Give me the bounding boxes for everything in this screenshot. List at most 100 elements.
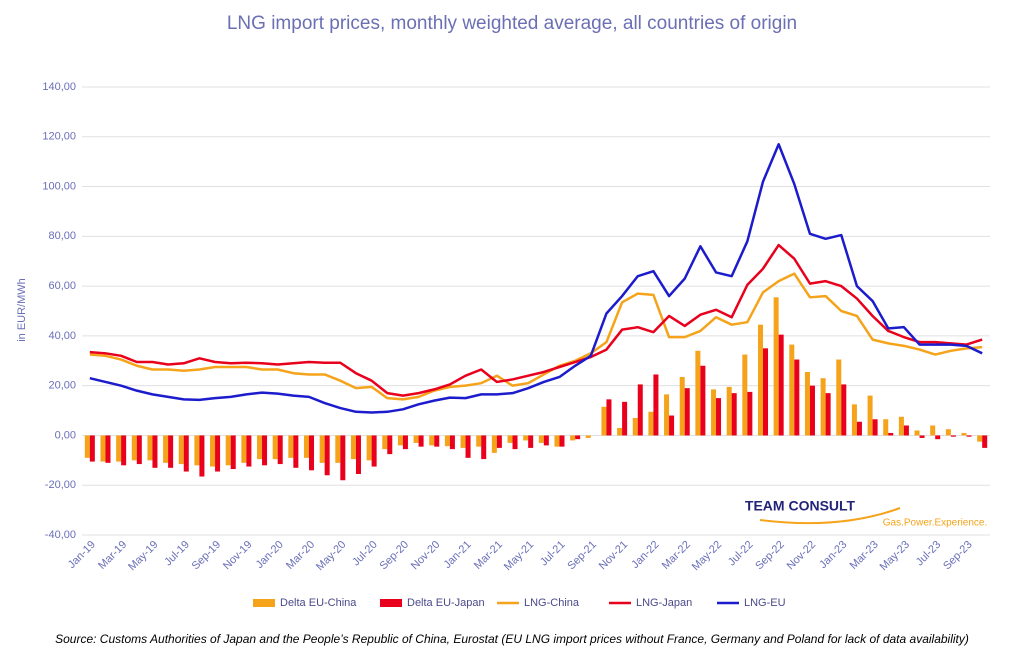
legend-label: LNG-China xyxy=(524,597,580,609)
bar xyxy=(465,435,471,458)
x-tick-label: Jan-22 xyxy=(629,539,661,571)
bar xyxy=(700,365,706,436)
x-tick-label: Jan-21 xyxy=(441,539,473,571)
bar xyxy=(131,435,137,461)
x-tick-label: Jul-21 xyxy=(538,539,568,569)
bar xyxy=(507,435,513,443)
bar xyxy=(543,435,549,446)
bar xyxy=(601,406,607,436)
bar xyxy=(961,432,967,436)
bar xyxy=(935,435,941,440)
x-tick-label: Sep-20 xyxy=(378,539,412,573)
bar xyxy=(716,398,722,436)
bar xyxy=(794,359,800,436)
x-tick-label: Mar-19 xyxy=(96,539,129,572)
x-tick-label: Sep-21 xyxy=(565,539,599,573)
bar xyxy=(335,435,341,463)
bar xyxy=(178,435,184,465)
x-tick-label: Nov-22 xyxy=(785,539,819,573)
bar xyxy=(413,435,419,443)
x-tick-label: Mar-23 xyxy=(848,539,881,572)
x-tick-label: Mar-22 xyxy=(660,539,693,572)
bar xyxy=(789,344,795,436)
bar xyxy=(977,435,983,442)
bar xyxy=(225,435,231,466)
bar xyxy=(747,391,753,436)
bar xyxy=(903,425,909,436)
bar xyxy=(163,435,169,463)
bar xyxy=(309,435,315,471)
x-tick-label: Nov-19 xyxy=(221,539,255,573)
bar xyxy=(429,435,435,446)
bar xyxy=(637,384,643,436)
bar xyxy=(512,435,518,450)
bar xyxy=(366,435,372,461)
bar xyxy=(444,435,450,447)
bar xyxy=(856,421,862,436)
x-tick-label: May-21 xyxy=(502,539,536,573)
bar xyxy=(116,435,122,462)
bar xyxy=(434,435,440,447)
chart-title: LNG import prices, monthly weighted aver… xyxy=(227,13,797,34)
y-tick-label: 100,00 xyxy=(42,180,76,192)
legend-label: Delta EU-China xyxy=(280,597,357,609)
y-tick-label: 120,00 xyxy=(42,131,76,143)
bar xyxy=(763,348,769,436)
x-tick-label: May-22 xyxy=(690,539,724,573)
bar xyxy=(773,297,779,436)
bar xyxy=(210,435,216,467)
x-tick-label: Jan-19 xyxy=(66,539,98,571)
bar xyxy=(982,435,988,448)
bar xyxy=(382,435,388,450)
bar xyxy=(496,435,502,448)
bar xyxy=(528,435,534,448)
bar xyxy=(449,435,455,450)
y-tick-label: 40,00 xyxy=(48,330,76,342)
bar xyxy=(355,435,361,475)
bar xyxy=(293,435,299,468)
x-tick-label: Nov-20 xyxy=(409,539,443,573)
legend-swatch xyxy=(253,599,275,607)
bar xyxy=(262,435,268,466)
bar xyxy=(950,435,956,437)
bar xyxy=(481,435,487,460)
bar xyxy=(731,393,737,436)
bar xyxy=(559,435,565,447)
y-tick-label: 0,00 xyxy=(55,429,76,441)
bar xyxy=(919,435,925,438)
bar xyxy=(632,418,638,436)
bar xyxy=(664,394,670,436)
legend-label: Delta EU-Japan xyxy=(407,597,485,609)
bar xyxy=(930,425,936,436)
logo-name: TEAM CONSULT xyxy=(745,498,856,514)
bar xyxy=(152,435,158,468)
bar xyxy=(402,435,408,450)
y-tick-label: 20,00 xyxy=(48,380,76,392)
bar xyxy=(867,395,873,436)
bar xyxy=(585,435,591,438)
bar xyxy=(778,334,784,436)
source-note: Source: Customs Authorities of Japan and… xyxy=(55,632,969,646)
x-tick-label: Sep-23 xyxy=(941,539,975,573)
bar xyxy=(277,435,283,465)
bar xyxy=(538,435,544,443)
bar xyxy=(825,393,831,436)
bar xyxy=(476,435,482,447)
bar xyxy=(575,435,581,440)
bar xyxy=(804,371,810,436)
bar xyxy=(883,419,889,436)
x-tick-label: May-19 xyxy=(126,539,160,573)
bar xyxy=(841,384,847,436)
bar xyxy=(809,385,815,436)
bar xyxy=(617,427,623,436)
bar xyxy=(418,435,424,447)
line-series xyxy=(89,272,983,401)
bar xyxy=(898,416,904,436)
bar xyxy=(168,435,174,468)
bar xyxy=(194,435,200,466)
bar xyxy=(241,435,247,463)
bar xyxy=(836,359,842,436)
x-tick-label: May-20 xyxy=(314,539,348,573)
bar xyxy=(622,401,628,436)
logo-swoosh xyxy=(759,507,901,525)
